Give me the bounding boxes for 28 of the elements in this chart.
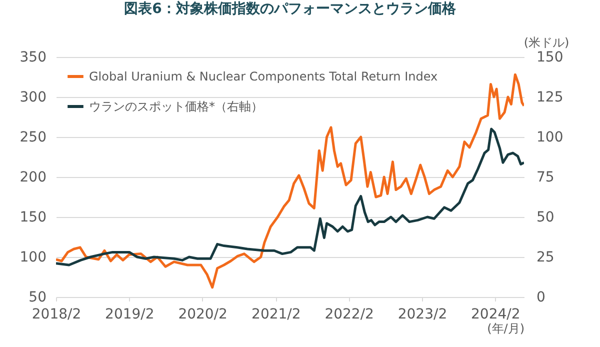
- legend-label: ウランのスポット価格*（右軸）: [89, 100, 263, 114]
- y-tick-label: 250: [20, 130, 46, 146]
- x-tick-label: 2024/2: [471, 306, 520, 322]
- x-tick-label: 2021/2: [252, 306, 301, 322]
- y-tick-label: 150: [20, 210, 46, 226]
- y2-tick-label: 50: [536, 210, 554, 226]
- y2-tick-label: 125: [536, 90, 564, 106]
- y-tick-label: 50: [28, 290, 46, 306]
- line-series: [56, 73, 524, 289]
- x-tick-label: 2022/2: [324, 306, 374, 322]
- y-tick-label: 100: [20, 250, 46, 266]
- y2-tick-label: 75: [536, 170, 554, 186]
- x-tick-label: 2019/2: [105, 306, 154, 322]
- x-tick-label: 2023/2: [398, 306, 448, 322]
- x-tick-label: 2020/2: [178, 306, 228, 322]
- y-tick-label: 350: [20, 50, 46, 66]
- y2-tick-label: 100: [536, 130, 564, 146]
- y2-axis-title: (米ドル): [524, 36, 570, 50]
- chart-title: 図表6：対象株価指数のパフォーマンスとウラン価格: [124, 0, 457, 17]
- legend-label: Global Uranium & Nuclear Components Total Return Index: [89, 70, 438, 84]
- y2-tick-label: 0: [536, 290, 546, 306]
- y-tick-label: 200: [20, 170, 46, 186]
- y2-tick-label: 25: [536, 250, 554, 266]
- y-tick-label: 300: [20, 90, 46, 106]
- x-tick-label: 2018/2: [32, 306, 82, 322]
- y2-tick-label: 150: [536, 50, 564, 66]
- line-series: [56, 128, 524, 266]
- x-axis-title: (年/月): [487, 322, 524, 336]
